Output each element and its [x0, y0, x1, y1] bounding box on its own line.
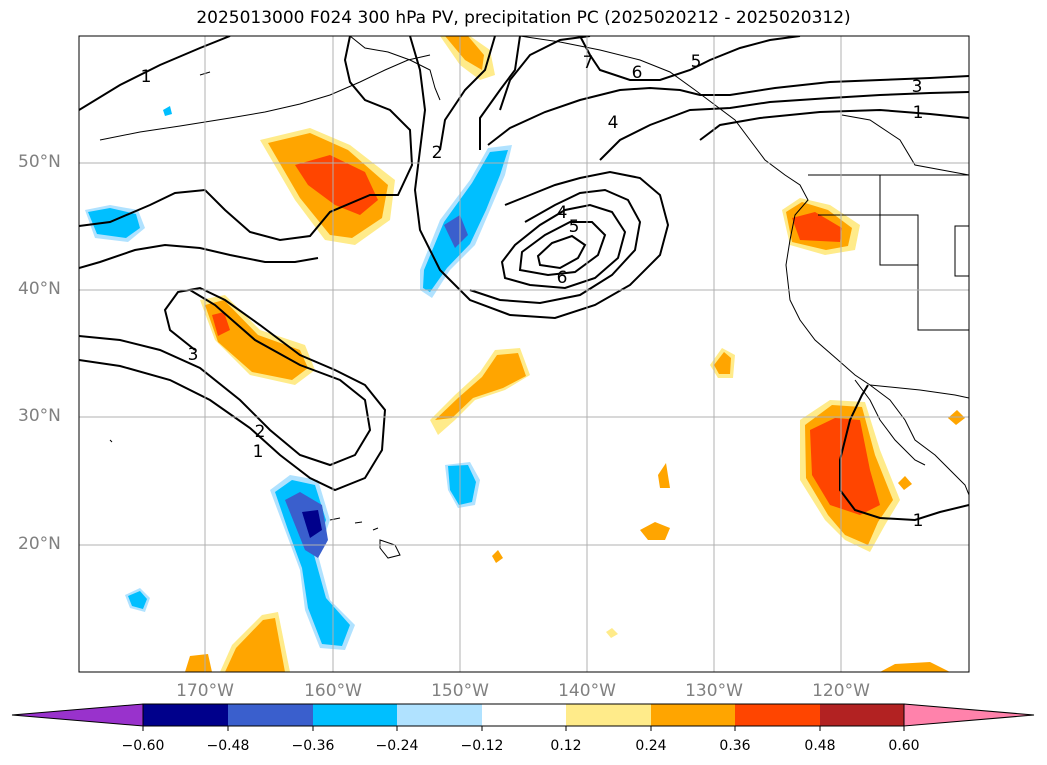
contour-label: 2 [432, 143, 443, 163]
colorbar-swatch [143, 704, 228, 726]
colorbar-swatch [228, 704, 313, 726]
lon-label: 150°W [431, 681, 489, 701]
contour-label: 7 [583, 53, 594, 73]
contour-label: 1 [913, 103, 924, 123]
contour-label: 4 [608, 113, 619, 133]
colorbar [11, 703, 1035, 731]
map-frame [78, 35, 970, 673]
contour-label: 3 [188, 345, 199, 365]
map-title: 2025013000 F024 300 hPa PV, precipitatio… [196, 8, 851, 28]
lat-label: 20°N [18, 534, 61, 554]
map-area: 1 1 1 1 2 2 3 3 4 4 5 5 6 6 7 [79, 36, 969, 672]
colorbar-swatch [735, 704, 820, 726]
lon-label: 140°W [558, 681, 616, 701]
colorbar-swatch [820, 704, 904, 726]
colorbar-swatch [313, 704, 397, 726]
lon-label: 160°W [304, 681, 362, 701]
contour-label: 5 [569, 217, 580, 237]
contour-label: 1 [913, 511, 924, 531]
colorbar-tick-label: 0.36 [719, 738, 751, 754]
colorbar-tick-label: −0.12 [460, 738, 504, 754]
lat-label: 30°N [18, 406, 61, 426]
colorbar-tick-label: −0.48 [206, 738, 250, 754]
colorbar-swatch [397, 704, 482, 726]
contour-label: 6 [557, 268, 568, 288]
graticule [79, 36, 969, 672]
colorbar-tick-label: 0.60 [888, 738, 920, 754]
precip-shading [85, 36, 965, 672]
contour-label: 6 [632, 63, 643, 83]
contour-label: 1 [141, 67, 152, 87]
colorbar-swatch [566, 704, 651, 726]
colorbar-tick-label: 0.12 [550, 738, 582, 754]
contour-label: 5 [691, 52, 702, 72]
lat-label: 40°N [18, 279, 61, 299]
colorbar-tick-label: −0.36 [291, 738, 335, 754]
contour-label: 1 [253, 442, 264, 462]
colorbar-tick-label: 0.48 [804, 738, 836, 754]
lon-label: 120°W [812, 681, 870, 701]
colorbar-swatch [651, 704, 735, 726]
colorbar-tick-label: −0.60 [121, 738, 165, 754]
contour-label: 4 [557, 203, 568, 223]
colorbar-tick-label: 0.24 [635, 738, 667, 754]
pv-contours [79, 36, 969, 522]
lon-label: 170°W [176, 681, 234, 701]
colorbar-extend-low [11, 703, 144, 727]
colorbar-swatch [482, 704, 566, 726]
contour-label: 3 [912, 77, 923, 97]
lon-label: 130°W [685, 681, 743, 701]
contour-labels: 1 1 1 1 2 2 3 3 4 4 5 5 6 6 7 [141, 52, 924, 531]
contour-label: 2 [255, 422, 266, 442]
colorbar-tick-label: −0.24 [375, 738, 419, 754]
lat-label: 50°N [18, 152, 61, 172]
colorbar-extend-high [903, 703, 1035, 727]
